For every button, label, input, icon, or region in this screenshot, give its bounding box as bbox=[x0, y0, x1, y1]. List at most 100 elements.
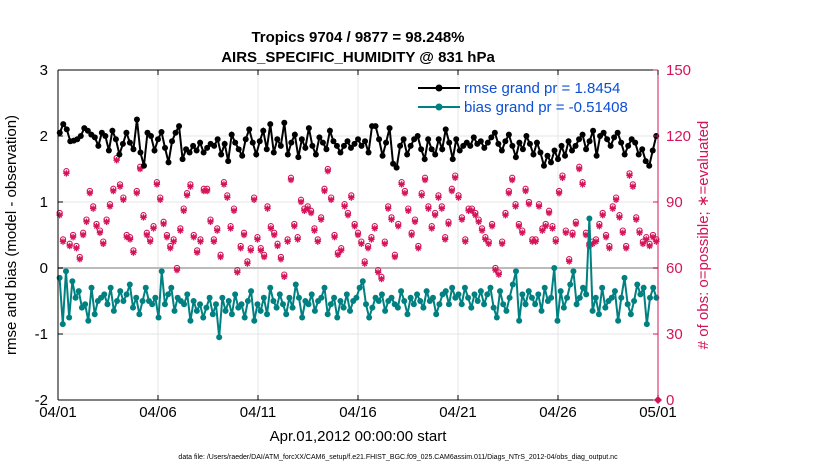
bias-point bbox=[532, 301, 539, 308]
obs-evaluated-point bbox=[368, 236, 375, 243]
bias-point bbox=[506, 294, 513, 301]
bias-point bbox=[158, 268, 165, 275]
rmse-point bbox=[477, 138, 484, 145]
obs-evaluated-point bbox=[167, 245, 174, 252]
obs-evaluated-point bbox=[69, 234, 77, 241]
bias-point bbox=[225, 298, 232, 304]
rmse-point bbox=[105, 147, 112, 154]
rmse-point bbox=[305, 125, 312, 132]
obs-evaluated-point bbox=[116, 183, 124, 190]
chart-title: Tropics 9704 / 9877 = 98.248% bbox=[251, 29, 464, 46]
obs-evaluated-point bbox=[247, 247, 254, 254]
bias-point bbox=[130, 304, 136, 311]
obs-evaluated-point bbox=[227, 225, 234, 232]
obs-evaluated-point bbox=[492, 267, 499, 274]
obs-evaluated-point bbox=[83, 218, 90, 225]
bias-point bbox=[560, 304, 567, 311]
bias-point bbox=[248, 288, 255, 295]
obs-evaluated-point bbox=[562, 229, 570, 236]
rmse-point bbox=[288, 139, 295, 146]
bias-point bbox=[206, 294, 213, 301]
obs-evaluated-point bbox=[576, 165, 583, 173]
rmse-point bbox=[611, 134, 618, 141]
rmse-point bbox=[95, 142, 102, 149]
rmse-point bbox=[590, 127, 597, 134]
rmse-point bbox=[516, 139, 523, 146]
bias-point bbox=[592, 294, 599, 301]
rmse-point bbox=[337, 149, 344, 156]
rmse-point bbox=[256, 138, 263, 145]
rmse-point bbox=[176, 123, 183, 130]
obs-evaluated-point bbox=[455, 194, 462, 201]
rmse-point bbox=[498, 147, 505, 154]
rmse-point bbox=[344, 138, 351, 145]
obs-evaluated-point bbox=[478, 227, 486, 234]
bias-point bbox=[222, 307, 229, 314]
obs-evaluated-point bbox=[103, 218, 110, 225]
rmse-point bbox=[347, 144, 354, 151]
bias-point bbox=[200, 314, 207, 321]
rmse-point bbox=[309, 142, 316, 149]
obs-evaluated-point bbox=[150, 225, 157, 232]
obs-evaluated-point bbox=[609, 205, 616, 212]
obs-evaluated-point bbox=[639, 240, 647, 247]
rmse-point bbox=[260, 127, 267, 134]
obs-evaluated-point bbox=[569, 231, 576, 239]
rmse-point bbox=[130, 146, 137, 153]
x-tick-label: 04/01 bbox=[39, 404, 77, 421]
bias-point bbox=[251, 317, 258, 324]
rmse-point bbox=[512, 154, 519, 161]
obs-evaluated-point bbox=[441, 236, 449, 243]
obs-evaluated-point bbox=[220, 181, 228, 188]
rmse-point bbox=[330, 138, 337, 145]
obs-evaluated-point bbox=[512, 203, 519, 210]
bias-point bbox=[343, 291, 350, 298]
rmse-point bbox=[618, 139, 625, 146]
obs-evaluated-point bbox=[532, 238, 539, 245]
rmse-point bbox=[112, 136, 119, 143]
obs-evaluated-point bbox=[358, 240, 365, 247]
bias-point bbox=[107, 284, 114, 291]
rmse-point bbox=[551, 147, 558, 154]
obs-evaluated-point bbox=[636, 229, 643, 236]
obs-evaluated-point bbox=[395, 223, 402, 230]
rmse-point bbox=[604, 136, 611, 143]
bias-point bbox=[69, 278, 76, 285]
rmse-point bbox=[379, 152, 386, 159]
y-tick-label-left: 1 bbox=[40, 194, 48, 211]
bias-point bbox=[283, 311, 290, 318]
rmse-point bbox=[425, 136, 432, 143]
obs-evaluated-point bbox=[294, 236, 301, 243]
obs-evaluated-point bbox=[327, 196, 335, 203]
rmse-point bbox=[116, 151, 123, 158]
obs-evaluated-point bbox=[616, 214, 623, 221]
bias-point bbox=[516, 317, 523, 324]
obs-evaluated-point bbox=[254, 236, 261, 243]
rmse-point bbox=[162, 144, 169, 151]
obs-evaluated-point bbox=[415, 245, 422, 252]
obs-evaluated-point bbox=[130, 249, 137, 256]
obs-evaluated-point bbox=[633, 216, 640, 223]
obs-evaluated-point bbox=[274, 242, 281, 250]
obs-evaluated-point bbox=[522, 187, 529, 195]
obs-evaluated-point bbox=[438, 205, 445, 212]
rmse-point bbox=[186, 149, 193, 156]
obs-evaluated-point bbox=[579, 181, 586, 188]
bias-point bbox=[62, 268, 69, 275]
bias-point bbox=[576, 294, 583, 301]
bias-point bbox=[627, 311, 634, 318]
rmse-point bbox=[495, 140, 502, 147]
rmse-point bbox=[133, 116, 140, 123]
bias-point bbox=[554, 317, 561, 324]
obs-evaluated-point bbox=[348, 194, 355, 201]
obs-evaluated-point bbox=[602, 234, 610, 241]
obs-evaluated-point bbox=[596, 223, 603, 230]
rmse-point bbox=[365, 149, 372, 156]
y-tick-label-left: -1 bbox=[35, 326, 48, 343]
bias-point bbox=[136, 311, 143, 318]
rmse-point bbox=[470, 134, 477, 141]
obs-evaluated-point bbox=[183, 192, 191, 199]
obs-evaluated-point bbox=[388, 216, 395, 223]
obs-evaluated-point bbox=[354, 231, 362, 239]
rmse-point bbox=[242, 136, 249, 143]
